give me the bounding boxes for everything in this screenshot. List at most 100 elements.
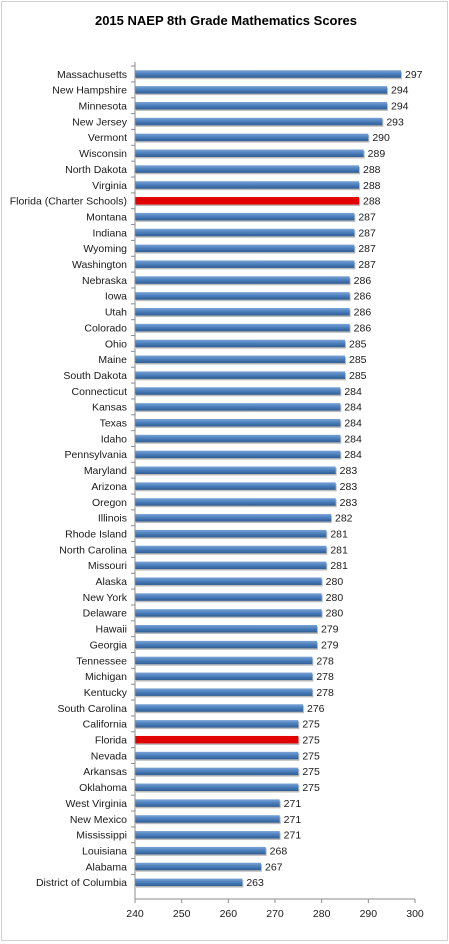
- bar-michigan: [135, 672, 313, 681]
- bars-group: Massachusetts 297 New Hampshire 294 Minnesot…: [10, 69, 423, 889]
- bar-colorado: [135, 323, 350, 332]
- value-label-illinois: 282: [335, 513, 353, 525]
- value-label-texas: 284: [344, 418, 362, 430]
- bar-louisiana: [135, 846, 266, 855]
- category-label-hawaii: Hawaii: [95, 624, 127, 636]
- x-tick-label-300: 300: [406, 908, 424, 920]
- category-label-colorado: Colorado: [84, 322, 127, 334]
- bar-new-york: [135, 593, 322, 601]
- value-label-colorado: 286: [354, 322, 372, 334]
- bar-north-carolina: [135, 545, 327, 554]
- bar-tennessee: [135, 656, 313, 665]
- category-label-new-york: New York: [83, 592, 128, 604]
- category-label-oregon: Oregon: [92, 497, 127, 509]
- value-label-maryland: 283: [340, 465, 358, 477]
- category-label-florida: Florida: [95, 735, 127, 747]
- bar-wyoming: [135, 244, 355, 253]
- bar-west-virginia: [135, 799, 280, 807]
- value-label-iowa: 286: [354, 291, 372, 303]
- value-label-tennessee: 278: [316, 655, 334, 667]
- bar-arizona: [135, 482, 336, 490]
- category-label-kansas: Kansas: [92, 402, 127, 414]
- value-label-indiana: 287: [358, 227, 376, 239]
- category-label-connecticut: Connecticut: [72, 386, 128, 398]
- category-label-arizona: Arizona: [91, 481, 127, 493]
- category-label-idaho: Idaho: [101, 433, 127, 445]
- category-label-maine: Maine: [98, 354, 127, 366]
- value-label-kansas: 284: [344, 402, 362, 414]
- bar-hawaii: [135, 625, 317, 633]
- category-label-ohio: Ohio: [105, 338, 127, 350]
- bar-massachusetts: [135, 70, 401, 78]
- x-tick-label-240: 240: [126, 908, 144, 920]
- category-label-new-hampshire: New Hampshire: [52, 85, 127, 97]
- category-label-north-carolina: North Carolina: [59, 544, 127, 556]
- value-label-south-carolina: 276: [307, 703, 325, 715]
- value-label-vermont: 290: [372, 132, 390, 144]
- category-label-alabama: Alabama: [86, 861, 128, 873]
- bar-connecticut: [135, 387, 341, 395]
- category-label-indiana: Indiana: [93, 227, 128, 239]
- bar-minnesota: [135, 101, 387, 110]
- value-label-north-carolina: 281: [330, 544, 348, 556]
- value-label-pennsylvania: 284: [344, 449, 362, 461]
- category-label-massachusetts: Massachusetts: [57, 69, 127, 81]
- bar-nebraska: [135, 276, 350, 284]
- value-label-delaware: 280: [326, 608, 344, 620]
- bar-new-hampshire: [135, 86, 387, 94]
- value-label-new-hampshire: 294: [391, 85, 409, 97]
- category-label-illinois: Illinois: [98, 513, 127, 525]
- value-label-louisiana: 268: [270, 845, 288, 857]
- value-label-arizona: 283: [340, 481, 358, 493]
- category-label-texas: Texas: [100, 418, 127, 430]
- bar-delaware: [135, 609, 322, 617]
- category-label-arkansas: Arkansas: [83, 766, 127, 778]
- bar-maryland: [135, 466, 336, 474]
- value-label-california: 275: [302, 719, 320, 731]
- bar-iowa: [135, 292, 350, 300]
- bar-idaho: [135, 434, 341, 443]
- bar-florida: [135, 735, 299, 744]
- bar-utah: [135, 308, 350, 316]
- value-label-oklahoma: 275: [302, 782, 320, 794]
- category-label-north-dakota: North Dakota: [65, 164, 127, 176]
- bar-missouri: [135, 561, 327, 570]
- value-label-alaska: 280: [326, 576, 344, 588]
- category-label-new-jersey: New Jersey: [72, 116, 128, 128]
- bar-mississippi: [135, 831, 280, 839]
- bar-maine: [135, 355, 345, 364]
- category-label-nevada: Nevada: [91, 750, 127, 762]
- category-label-alaska: Alaska: [95, 576, 127, 588]
- bar-texas: [135, 418, 341, 427]
- bar-florida-charter-schools: [135, 197, 359, 205]
- value-label-new-jersey: 293: [386, 116, 404, 128]
- bar-nevada: [135, 751, 299, 760]
- category-label-delaware: Delaware: [83, 608, 128, 620]
- category-label-kentucky: Kentucky: [84, 687, 128, 699]
- x-tick-label-280: 280: [313, 908, 331, 920]
- value-label-wyoming: 287: [358, 243, 376, 255]
- category-label-wisconsin: Wisconsin: [79, 148, 127, 160]
- category-label-california: California: [83, 719, 128, 731]
- category-label-michigan: Michigan: [85, 671, 127, 683]
- category-label-tennessee: Tennessee: [76, 655, 127, 667]
- x-tick-label-270: 270: [266, 908, 284, 920]
- category-label-missouri: Missouri: [88, 560, 127, 572]
- value-label-rhode-island: 281: [330, 528, 348, 540]
- category-label-iowa: Iowa: [105, 291, 127, 303]
- bar-south-dakota: [135, 371, 345, 379]
- bar-ohio: [135, 339, 345, 348]
- value-label-connecticut: 284: [344, 386, 362, 398]
- bar-virginia: [135, 181, 359, 189]
- bar-new-mexico: [135, 815, 280, 823]
- category-label-new-mexico: New Mexico: [70, 814, 127, 826]
- bar-rhode-island: [135, 529, 327, 538]
- value-label-arkansas: 275: [302, 766, 320, 778]
- bar-california: [135, 720, 299, 728]
- value-label-hawaii: 279: [321, 624, 339, 636]
- value-label-south-dakota: 285: [349, 370, 367, 382]
- category-label-oklahoma: Oklahoma: [79, 782, 127, 794]
- value-label-georgia: 279: [321, 639, 339, 651]
- x-tick-label-290: 290: [360, 908, 378, 920]
